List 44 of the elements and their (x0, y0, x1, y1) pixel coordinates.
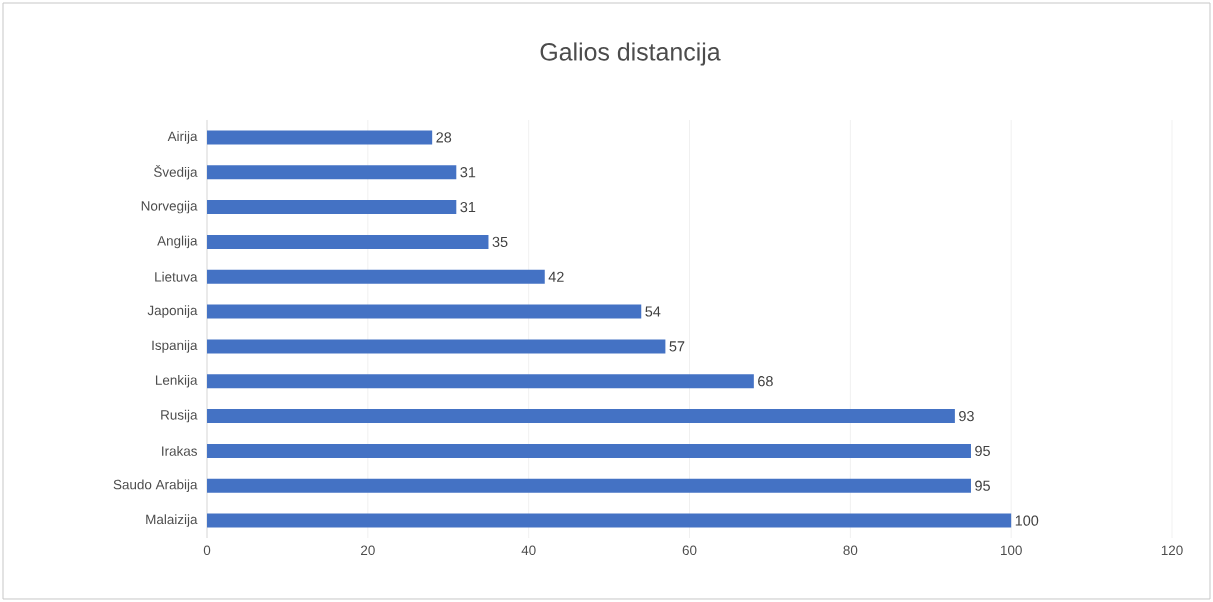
y-tick-label: Saudo Arabija (113, 479, 198, 493)
data-label: 35 (492, 236, 508, 248)
data-label: 42 (548, 271, 564, 282)
data-label: 100 (1015, 515, 1039, 526)
data-label: 68 (758, 376, 773, 387)
y-tick-label: Airija (167, 131, 198, 144)
bar (207, 130, 433, 145)
data-label: 95 (975, 445, 990, 457)
bar (207, 269, 545, 284)
data-label: 54 (645, 306, 661, 317)
data-label: 93 (959, 410, 974, 422)
y-tick-label: Norvegija (141, 200, 198, 214)
y-tick-label: Anglija (157, 235, 198, 249)
data-label: 57 (669, 341, 685, 352)
x-tick-label: 120 (1161, 545, 1183, 556)
bar (207, 409, 955, 424)
bar (207, 478, 971, 493)
data-label: 95 (975, 480, 990, 491)
y-tick-label: Švedija (153, 164, 198, 180)
bar (207, 165, 457, 180)
y-tick-label: Lenkija (155, 374, 198, 388)
y-tick-label: Ispanija (152, 340, 198, 353)
y-tick-label: Japonija (147, 305, 198, 318)
bar (207, 339, 666, 354)
x-tick-label: 0 (203, 545, 211, 556)
bar (207, 443, 971, 458)
x-tick-label: 60 (682, 545, 697, 556)
x-tick-label: 100 (1000, 545, 1022, 556)
bar (207, 513, 1012, 528)
x-tick-label: 40 (521, 545, 536, 556)
data-label: 31 (460, 201, 476, 213)
data-label: 31 (460, 167, 476, 178)
y-tick-label: Malaizija (146, 514, 198, 527)
y-tick-label: Rusija (161, 409, 198, 423)
x-tick-label: 20 (361, 545, 375, 556)
bar (207, 304, 642, 319)
bar (207, 374, 754, 389)
bar (207, 200, 457, 215)
bar (207, 234, 489, 249)
data-label: 28 (436, 132, 452, 143)
chart-title: Galios distancija (540, 42, 721, 66)
y-tick-label: Irakas (162, 445, 197, 456)
y-tick-label: Lietuva (155, 271, 198, 282)
x-tick-label: 80 (843, 545, 858, 556)
